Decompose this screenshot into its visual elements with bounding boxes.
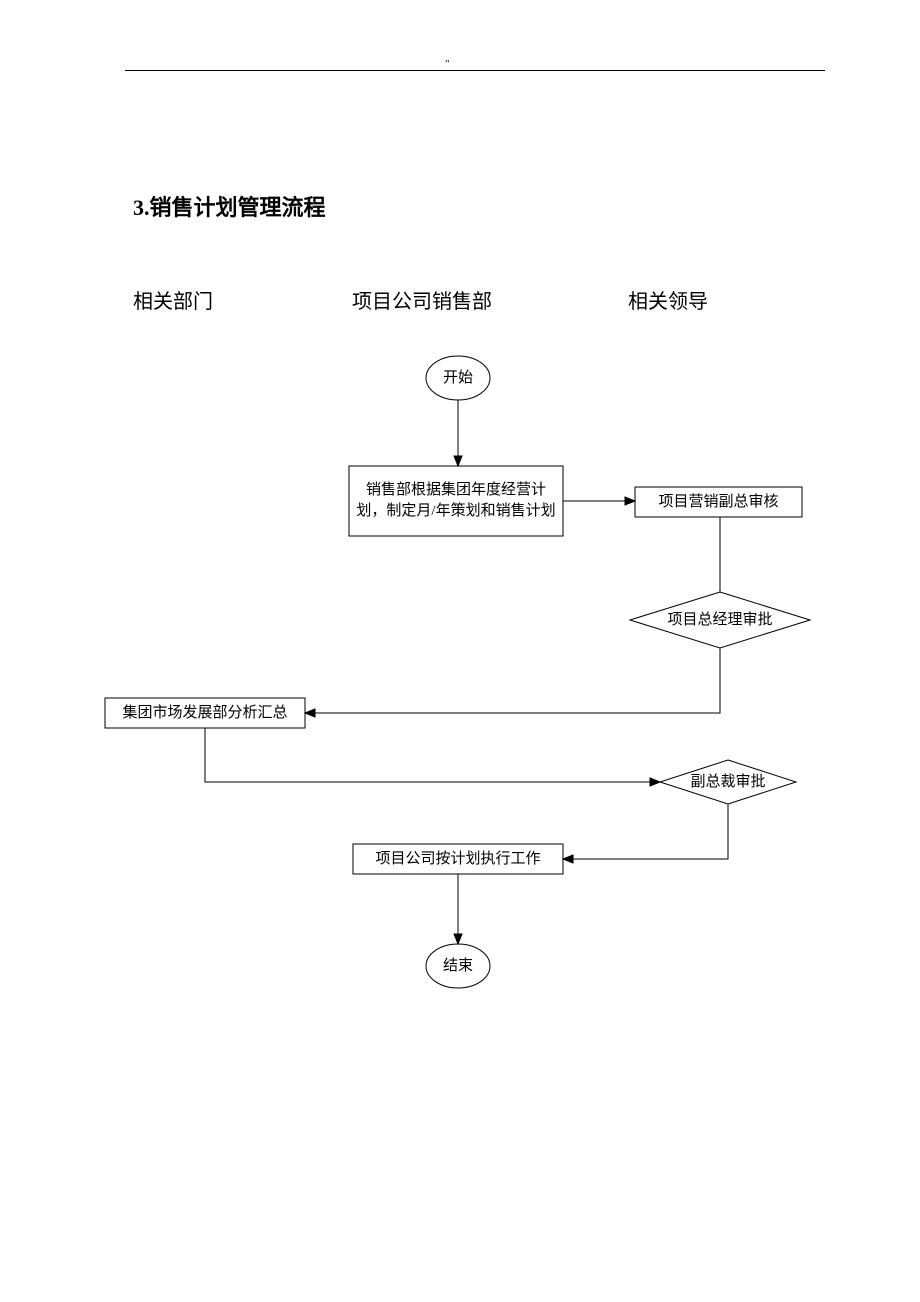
- flowchart-canvas: [0, 0, 920, 1302]
- node-label-approve1: 项目总经理审批: [630, 592, 810, 648]
- node-label-end: 结束: [426, 944, 490, 988]
- node-label-approve2: 副总裁审批: [660, 760, 796, 804]
- edge-analyze-approve2: [205, 728, 660, 782]
- arrowhead-analyze-approve2: [650, 778, 660, 786]
- node-label-analyze: 集团市场发展部分析汇总: [105, 698, 305, 728]
- arrowhead-approve1-analyze: [305, 709, 315, 717]
- node-label-review1: 项目营销副总审核: [635, 487, 802, 517]
- node-label-execute: 项目公司按计划执行工作: [353, 844, 563, 874]
- arrowhead-execute-end: [454, 934, 462, 944]
- arrowhead-approve2-execute: [563, 855, 573, 863]
- arrowhead-plan-review1: [625, 497, 635, 505]
- edge-approve1-analyze: [305, 648, 720, 713]
- arrowhead-start-plan: [454, 456, 462, 466]
- node-label-plan: 销售部根据集团年度经营计划，制定月/年策划和销售计划: [349, 466, 563, 536]
- edge-approve2-execute: [563, 804, 728, 859]
- node-label-start: 开始: [426, 356, 490, 400]
